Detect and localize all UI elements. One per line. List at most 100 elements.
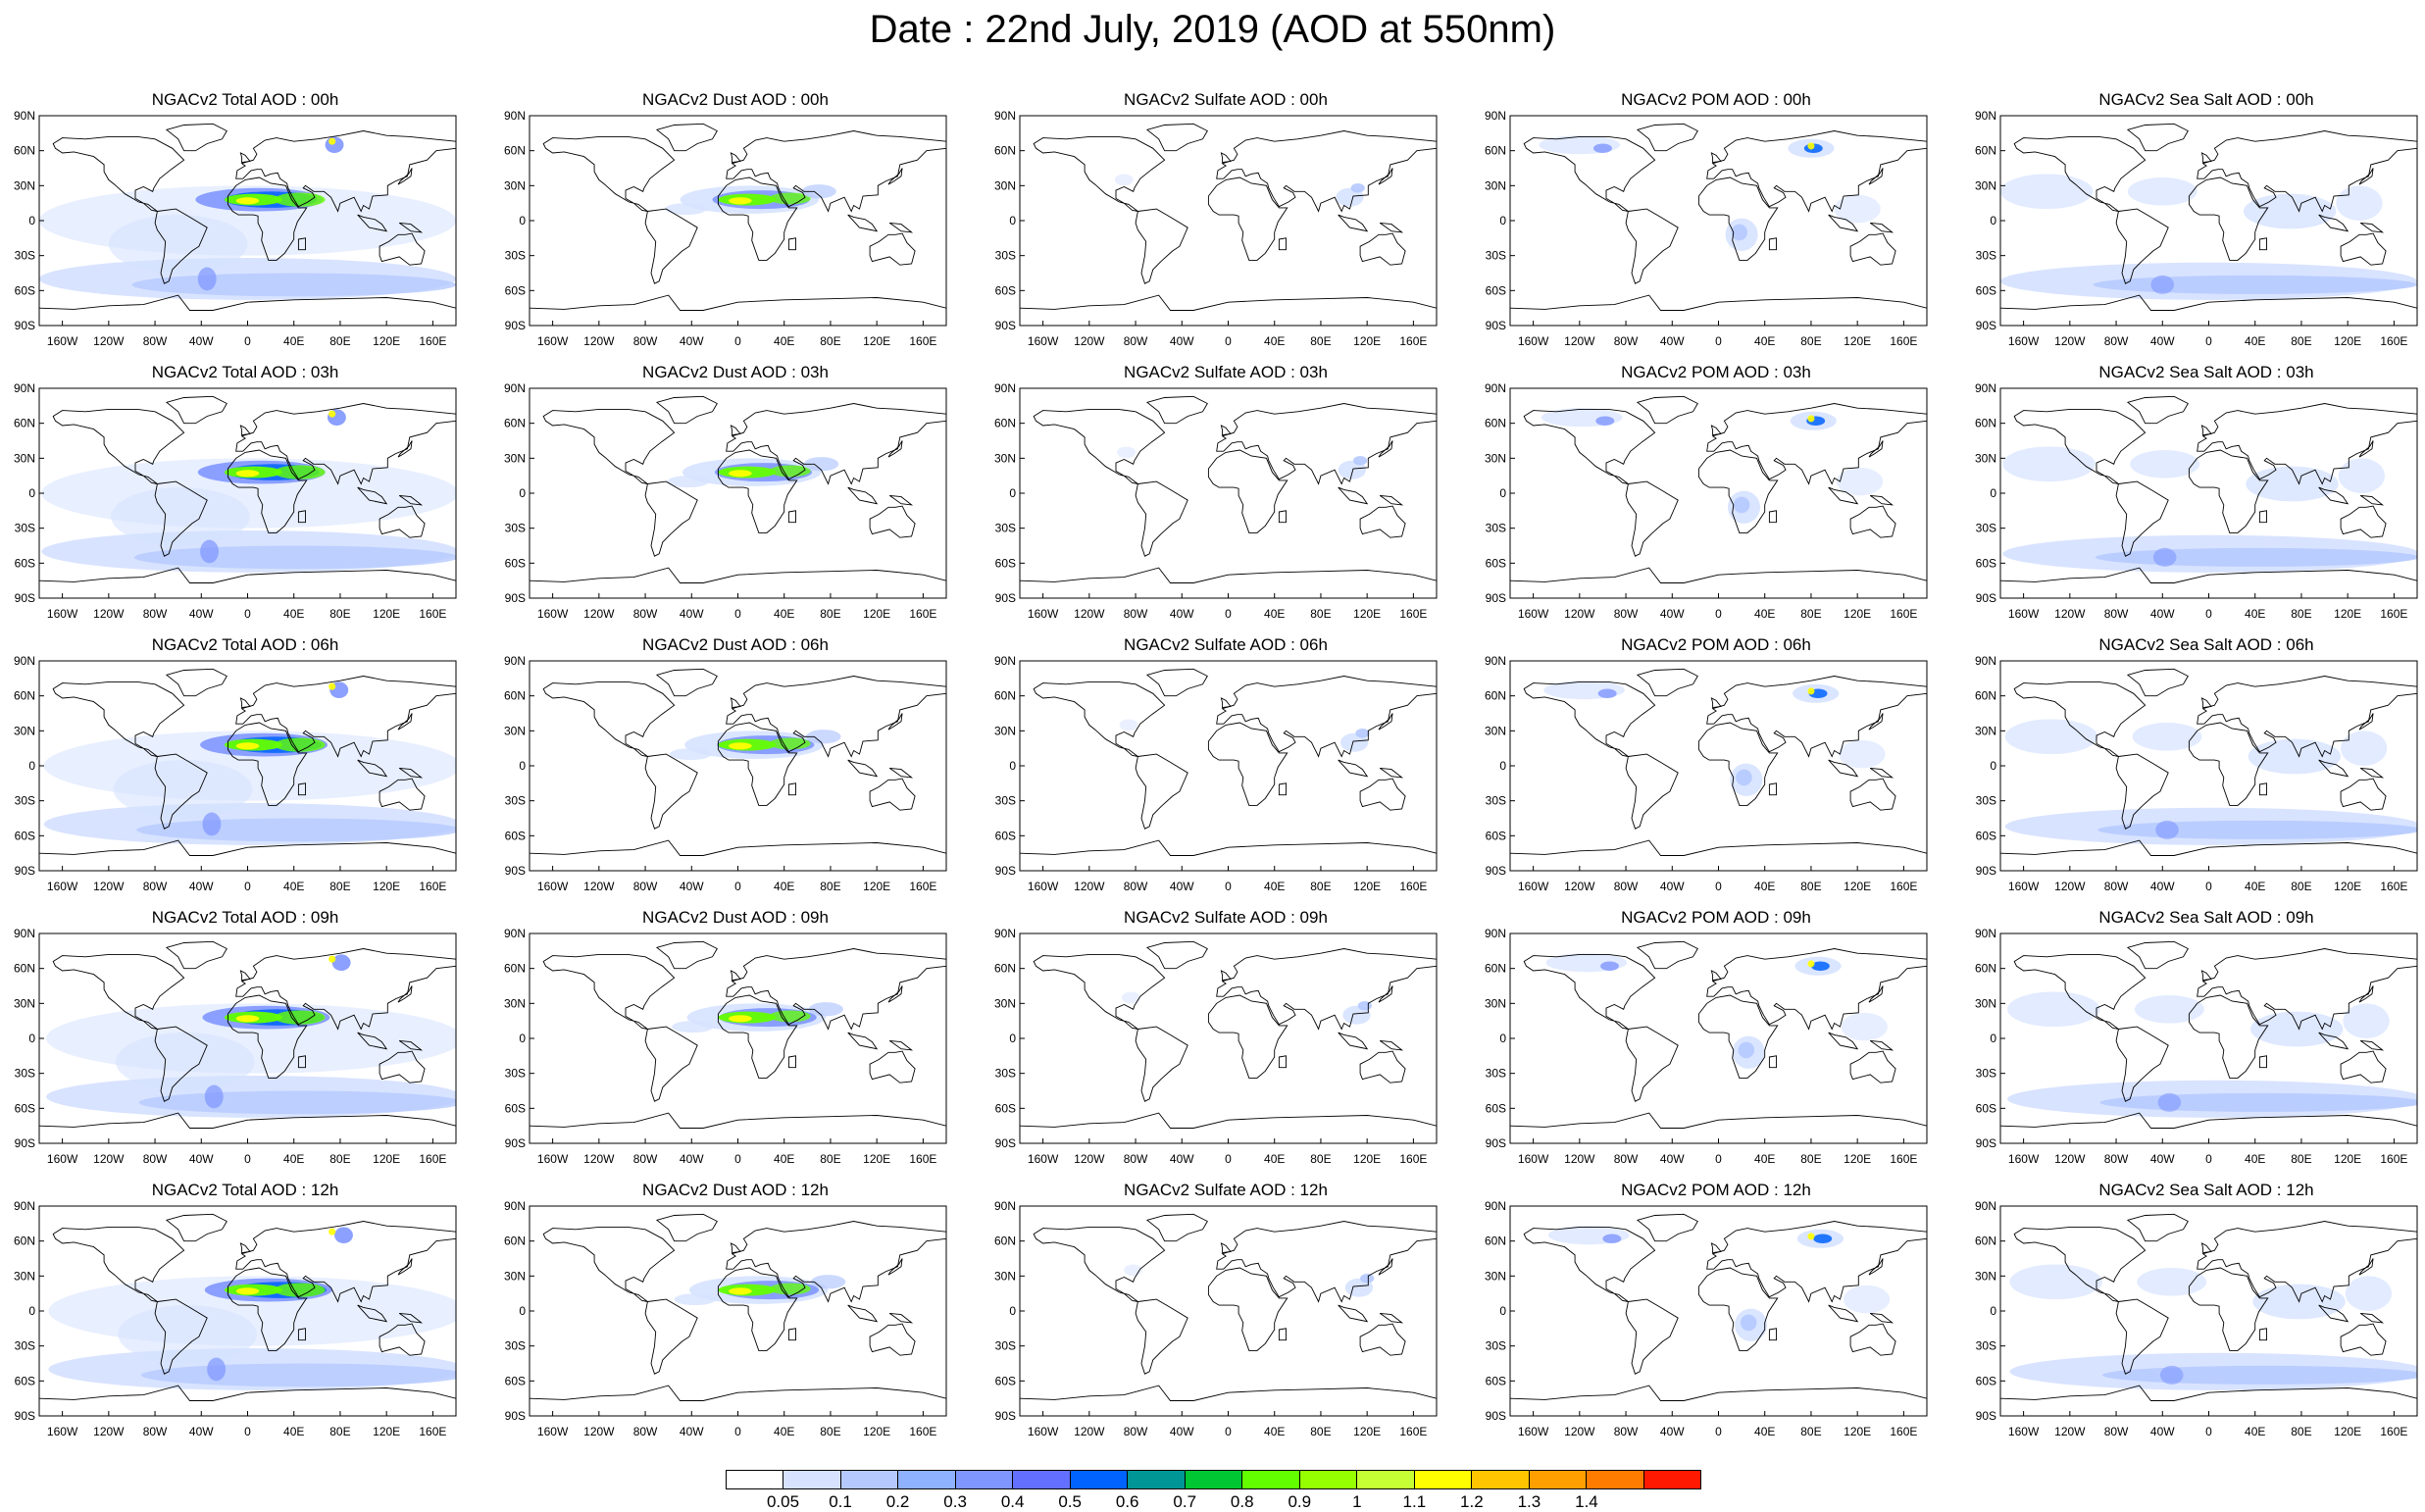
- lon-label: 120E: [2334, 1425, 2361, 1438]
- coastline: [1510, 567, 1927, 583]
- coastline: [235, 403, 456, 485]
- lon-label: 40E: [283, 1152, 304, 1166]
- aod-plume: [1336, 187, 1364, 207]
- coastline: [869, 778, 916, 811]
- lon-label: 120W: [583, 1425, 615, 1438]
- coastline: [1869, 1039, 1895, 1051]
- lon-label: 80E: [1310, 334, 1331, 348]
- lon-label: 80W: [1614, 1152, 1639, 1166]
- aod-plume: [769, 737, 811, 750]
- coastline: [1868, 1258, 1884, 1276]
- lat-label: 30S: [1486, 794, 1506, 808]
- coastline: [655, 940, 718, 970]
- lon-label: 120W: [1074, 1152, 1105, 1166]
- lat-label: 30S: [995, 522, 1016, 535]
- coastline: [2013, 953, 2147, 1030]
- coastline: [165, 123, 227, 152]
- coastline: [1379, 222, 1404, 233]
- coastline: [2200, 425, 2212, 436]
- lat-label: 60S: [1486, 1374, 1506, 1387]
- aod-plume: [2343, 1003, 2390, 1038]
- lat-label: 0: [28, 214, 35, 227]
- map-panel: NGACv2 Sulfate AOD : 06h 90N 60N 30N 0 30S 60S…: [981, 635, 1471, 905]
- map-panel: NGACv2 Sea Salt AOD : 06h 90N 60N 30N 0 30S 60…: [1961, 635, 2425, 905]
- map-panel: NGACv2 Total AOD : 00h 90N 60N 30N 0 30S 60S 90…: [0, 90, 490, 360]
- coastline: [787, 510, 796, 524]
- coastline: [154, 208, 208, 284]
- lat-label: 60S: [505, 829, 526, 842]
- coastline: [1768, 510, 1777, 524]
- coastline: [1379, 494, 1404, 506]
- coastline: [1278, 1328, 1287, 1341]
- aod-plume: [131, 273, 456, 297]
- lon-label: 80W: [2104, 1425, 2129, 1438]
- coastline: [39, 1385, 456, 1401]
- lon-label: 0: [1225, 607, 1232, 621]
- panel-title: NGACv2 Dust AOD : 03h: [642, 363, 829, 381]
- aod-plume: [2336, 185, 2383, 221]
- coastlines: [530, 940, 946, 1129]
- lon-label: 40E: [2245, 334, 2265, 348]
- lon-label: 160W: [47, 1425, 78, 1438]
- panel-title: NGACv2 Sulfate AOD : 09h: [1124, 908, 1328, 927]
- aod-plume: [133, 545, 456, 570]
- lon-label: 80W: [1124, 1152, 1148, 1166]
- lon-label: 160E: [1399, 1425, 1427, 1438]
- coastlines: [1020, 395, 1437, 583]
- aod-plume: [1355, 728, 1370, 738]
- lon-label: 40W: [1660, 607, 1685, 621]
- lon-label: 160E: [2380, 607, 2407, 621]
- panel-title: NGACv2 Sulfate AOD : 00h: [1124, 90, 1328, 109]
- aod-field: [2000, 174, 2417, 300]
- aod-plume: [274, 465, 326, 479]
- lon-label: 120W: [2054, 880, 2086, 893]
- coastline: [2358, 713, 2374, 731]
- lon-label: 120E: [2334, 334, 2361, 348]
- coastlines: [1510, 395, 1927, 583]
- coastline: [2318, 759, 2349, 778]
- coastline: [1625, 1026, 1679, 1102]
- coastline: [2318, 486, 2349, 505]
- lat-label: 0: [1499, 486, 1506, 500]
- coastline: [1828, 1032, 1859, 1050]
- lon-label: 80E: [1310, 880, 1331, 893]
- coastline: [357, 486, 388, 505]
- coastline: [726, 676, 946, 758]
- lon-label: 160W: [1518, 607, 1549, 621]
- aod-field: [2004, 719, 2417, 845]
- lat-label: 30N: [1975, 451, 1996, 465]
- lat-label: 0: [519, 1304, 526, 1318]
- coastline: [887, 440, 903, 458]
- lat-label: 30N: [14, 1269, 35, 1283]
- lon-label: 0: [244, 334, 251, 348]
- colorbar-label: 0.4: [1000, 1492, 1025, 1511]
- coastline: [1869, 1312, 1895, 1324]
- coastline: [2188, 994, 2269, 1079]
- coastline: [1379, 1039, 1404, 1051]
- aod-plume: [2093, 275, 2417, 294]
- aod-plume: [197, 267, 217, 291]
- coastline: [1697, 1267, 1779, 1351]
- lon-label: 80W: [143, 880, 168, 893]
- lon-label: 120E: [1844, 1425, 1871, 1438]
- coastlines: [530, 1213, 946, 1401]
- lon-label: 40W: [680, 334, 704, 348]
- colorbar-label: 0.9: [1288, 1492, 1312, 1511]
- coastline: [2359, 767, 2385, 779]
- aod-plume: [2157, 1092, 2182, 1112]
- coastline: [239, 425, 251, 436]
- coastline: [726, 403, 946, 485]
- coastlines: [1510, 1213, 1927, 1401]
- lon-label: 80W: [2104, 1152, 2129, 1166]
- coastline: [887, 168, 903, 185]
- lon-label: 160W: [47, 1152, 78, 1166]
- aod-plume: [2137, 1268, 2207, 1296]
- lat-label: 0: [1990, 214, 1996, 227]
- coastline: [52, 135, 185, 212]
- lat-label: 60S: [1976, 829, 1996, 842]
- coastline: [39, 839, 456, 856]
- coastline: [154, 1026, 208, 1102]
- coastline: [2258, 237, 2267, 251]
- coastlines: [530, 123, 946, 311]
- lon-label: 160E: [1890, 334, 1917, 348]
